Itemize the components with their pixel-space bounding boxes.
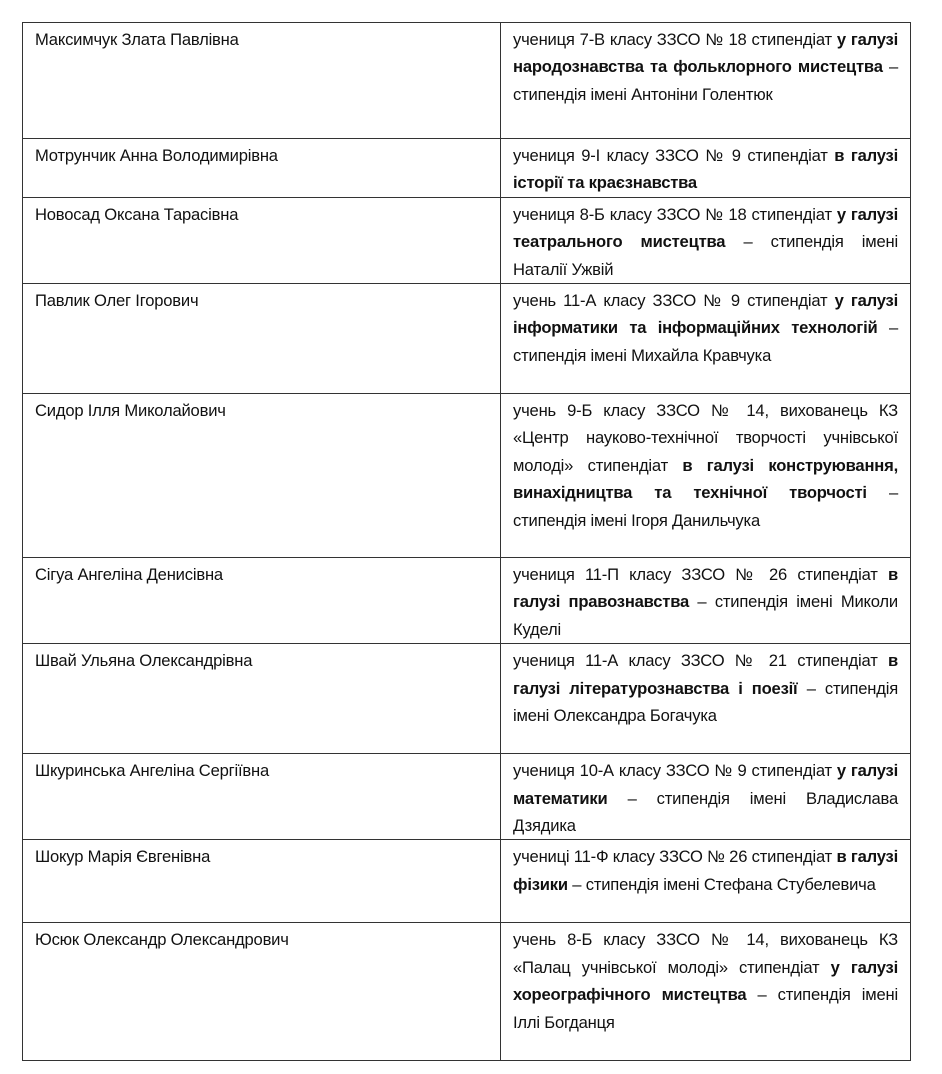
description-text: – стипендія імені Антоніни Голентюк: [513, 57, 898, 104]
scholarship-field: у галузі театрального мистецтва: [513, 204, 898, 252]
scholarship-field: в галузі фізики: [513, 847, 899, 894]
student-name-cell: Сігуа Ангеліна Денисівна: [22, 557, 501, 645]
scholarship-description-cell: учениця 9-І класу ЗЗСО № 9 стипендіат в …: [500, 138, 911, 198]
description-text: – стипендія імені Іллі Богданця: [513, 985, 898, 1032]
description-text: – стипендія імені Наталії Ужвій: [513, 232, 898, 279]
description-text: – стипендія імені Ігоря Данильчука: [513, 483, 898, 530]
student-name-cell: Новосад Оксана Тарасівна: [22, 196, 501, 285]
scholarship-description-cell: учениці 11-Ф класу ЗЗСО № 26 стипендіат …: [500, 839, 911, 924]
table-row: Шокур Марія Євгенівна учениці 11-Ф класу …: [22, 839, 911, 924]
description-text: учениця 11-А класу ЗЗСО № 21 стипендіат: [513, 651, 888, 671]
student-name-cell: Шокур Марія Євгенівна: [22, 839, 501, 924]
description-text: – стипендія імені Владислава Дзядика: [513, 788, 898, 836]
table-row: Шкуринська Ангеліна Сергіївна учениця 10-…: [22, 753, 911, 841]
scholarship-description-cell: учениця 11-А класу ЗЗСО № 21 стипендіат …: [500, 643, 911, 755]
description-text: учень 11-А класу ЗЗСО № 9 стипендіат: [513, 291, 835, 311]
table-row: Новосад Оксана Тарасівна учениця 8-Б клас…: [22, 196, 911, 285]
scholarship-field: у галузі народознавства та фольклорного …: [513, 30, 898, 77]
table-row: Сидор Ілля Миколайович учень 9-Б класу ЗЗ…: [22, 393, 911, 559]
description-text: – стипендія імені Стефана Стубелевича: [567, 874, 876, 894]
description-text: – стипендія імені Михайла Кравчука: [513, 318, 898, 365]
scholarship-field: в галузі літературознавства і поезії: [513, 651, 898, 698]
description-text: учень 9-Б класу ЗЗСО № 14, вихованець КЗ…: [513, 401, 898, 475]
description-text: учень 8-Б класу ЗЗСО № 14, вихованець КЗ…: [513, 930, 898, 977]
student-name-cell: Шкуринська Ангеліна Сергіївна: [22, 753, 501, 841]
table-row: Сігуа Ангеліна Денисівна учениця 11-П кла…: [22, 557, 911, 645]
table-body: Максимчук Злата Павлівна учениця 7-В клас…: [22, 22, 911, 1062]
description-text: учениці 11-Ф класу ЗЗСО № 26 стипендіат: [513, 847, 837, 867]
scholarship-description-cell: учениця 7-В класу ЗЗСО № 18 стипендіат у…: [500, 22, 911, 139]
table-row: Максимчук Злата Павлівна учениця 7-В клас…: [22, 22, 911, 139]
scholarship-field: у галузі математики: [513, 761, 898, 808]
table-row: Швай Ульяна Олександрівна учениця 11-А кл…: [22, 643, 911, 755]
student-name-cell: Сидор Ілля Миколайович: [22, 393, 501, 559]
scholarship-field: в галузі історії та краєзнавства: [513, 146, 898, 193]
scholarship-description-cell: учениця 8-Б класу ЗЗСО № 18 стипендіат у…: [500, 196, 911, 285]
student-name-cell: Максимчук Злата Павлівна: [22, 22, 501, 139]
student-name-cell: Мотрунчик Анна Володимирівна: [22, 138, 501, 198]
table-row: Юсюк Олександр Олександрович учень 8-Б кл…: [22, 922, 911, 1062]
table-row: Мотрунчик Анна Володимирівна учениця 9-І …: [22, 138, 911, 198]
scholarship-field: у галузі інформатики та інформаційних те…: [513, 291, 898, 338]
description-text: – стипендія імені Олександра Богачука: [513, 678, 898, 726]
scholarship-description-cell: учень 11-А класу ЗЗСО № 9 стипендіат у г…: [500, 283, 911, 395]
scholarship-description-cell: учень 9-Б класу ЗЗСО № 14, вихованець КЗ…: [500, 393, 911, 559]
scholarship-field: в галузі правознавства: [513, 565, 898, 612]
student-name-cell: Швай Ульяна Олександрівна: [22, 643, 501, 755]
table-row: Павлик Олег Ігорович учень 11-А класу ЗЗС…: [22, 283, 911, 395]
student-name-cell: Павлик Олег Ігорович: [22, 283, 501, 395]
description-text: учениця 9-І класу ЗЗСО № 9 стипендіат: [513, 146, 835, 165]
scholarship-field: у галузі хореографічного мистецтва: [513, 957, 898, 1005]
description-text: учениця 7-В класу ЗЗСО № 18 стипендіат: [513, 30, 837, 49]
student-name-cell: Юсюк Олександр Олександрович: [22, 922, 501, 1062]
description-text: учениця 8-Б класу ЗЗСО № 18 стипендіат: [513, 204, 837, 224]
description-text: учениця 10-А класу ЗЗСО № 9 стипендіат: [513, 761, 837, 781]
scholarship-description-cell: учениця 11-П класу ЗЗСО № 26 стипендіат …: [500, 557, 911, 645]
scholarship-table: Максимчук Злата Павлівна учениця 7-В клас…: [22, 22, 911, 1062]
scholarship-field: в галузі конструювання, винахідництва та…: [513, 455, 898, 503]
scholarship-description-cell: учень 8-Б класу ЗЗСО № 14, вихованець КЗ…: [500, 922, 911, 1062]
scholarship-description-cell: учениця 10-А класу ЗЗСО № 9 стипендіат у…: [500, 753, 911, 841]
description-text: учениця 11-П класу ЗЗСО № 26 стипендіат: [513, 565, 888, 585]
description-text: – стипендія імені Миколи Куделі: [513, 592, 898, 639]
